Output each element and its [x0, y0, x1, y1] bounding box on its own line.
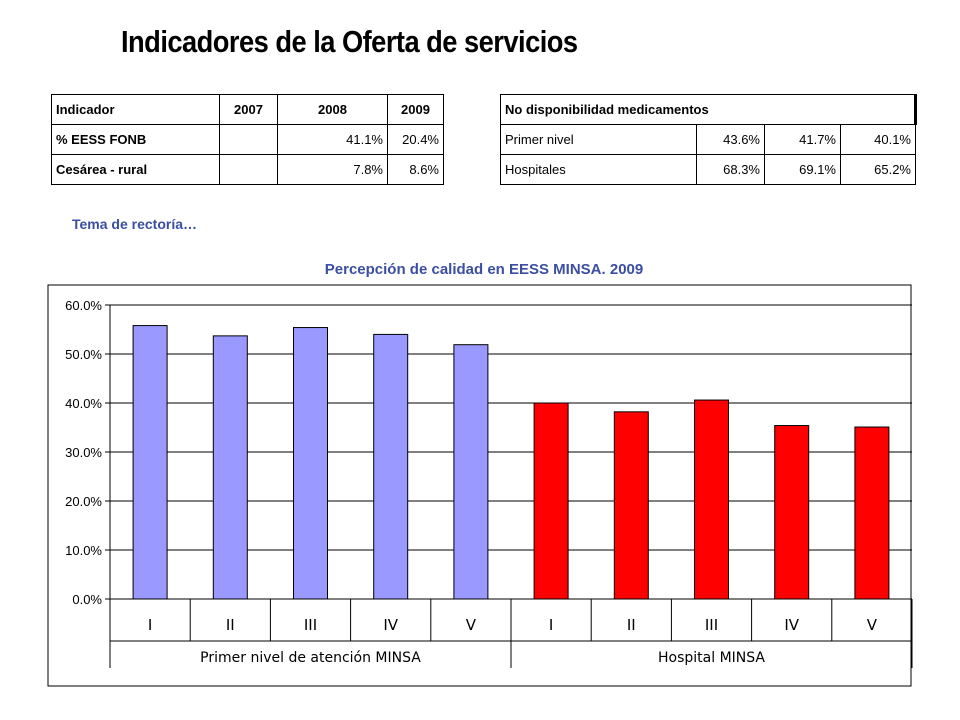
y-tick-label: 30.0%: [65, 445, 102, 460]
x-tick-label: V: [867, 616, 878, 634]
bar: [695, 400, 729, 599]
group-label: Primer nivel de atención MINSA: [200, 650, 421, 666]
y-tick-label: 20.0%: [65, 494, 102, 509]
bar: [213, 336, 247, 599]
y-tick-label: 50.0%: [65, 347, 102, 362]
bar: [775, 426, 809, 599]
bar: [294, 328, 328, 599]
y-tick-label: 60.0%: [65, 298, 102, 313]
y-tick-label: 40.0%: [65, 396, 102, 411]
x-tick-label: IV: [383, 616, 398, 634]
x-tick-label: IV: [784, 616, 799, 634]
y-tick-label: 0.0%: [72, 592, 102, 607]
bar-chart: 0.0%10.0%20.0%30.0%40.0%50.0%60.0%I II III…: [0, 0, 960, 720]
x-tick-label: I: [148, 616, 152, 634]
x-tick-label: II: [627, 616, 636, 634]
x-tick-label: II: [226, 616, 235, 634]
bar: [374, 334, 408, 599]
x-tick-label: III: [705, 616, 718, 634]
y-tick-label: 10.0%: [65, 543, 102, 558]
bar: [614, 412, 648, 599]
x-tick-label: V: [466, 616, 477, 634]
bar: [133, 326, 167, 599]
bar: [454, 345, 488, 599]
group-label: Hospital MINSA: [658, 650, 765, 666]
x-tick-label: I: [549, 616, 553, 634]
bar: [534, 403, 568, 599]
x-tick-label: III: [304, 616, 317, 634]
bar: [855, 427, 889, 599]
